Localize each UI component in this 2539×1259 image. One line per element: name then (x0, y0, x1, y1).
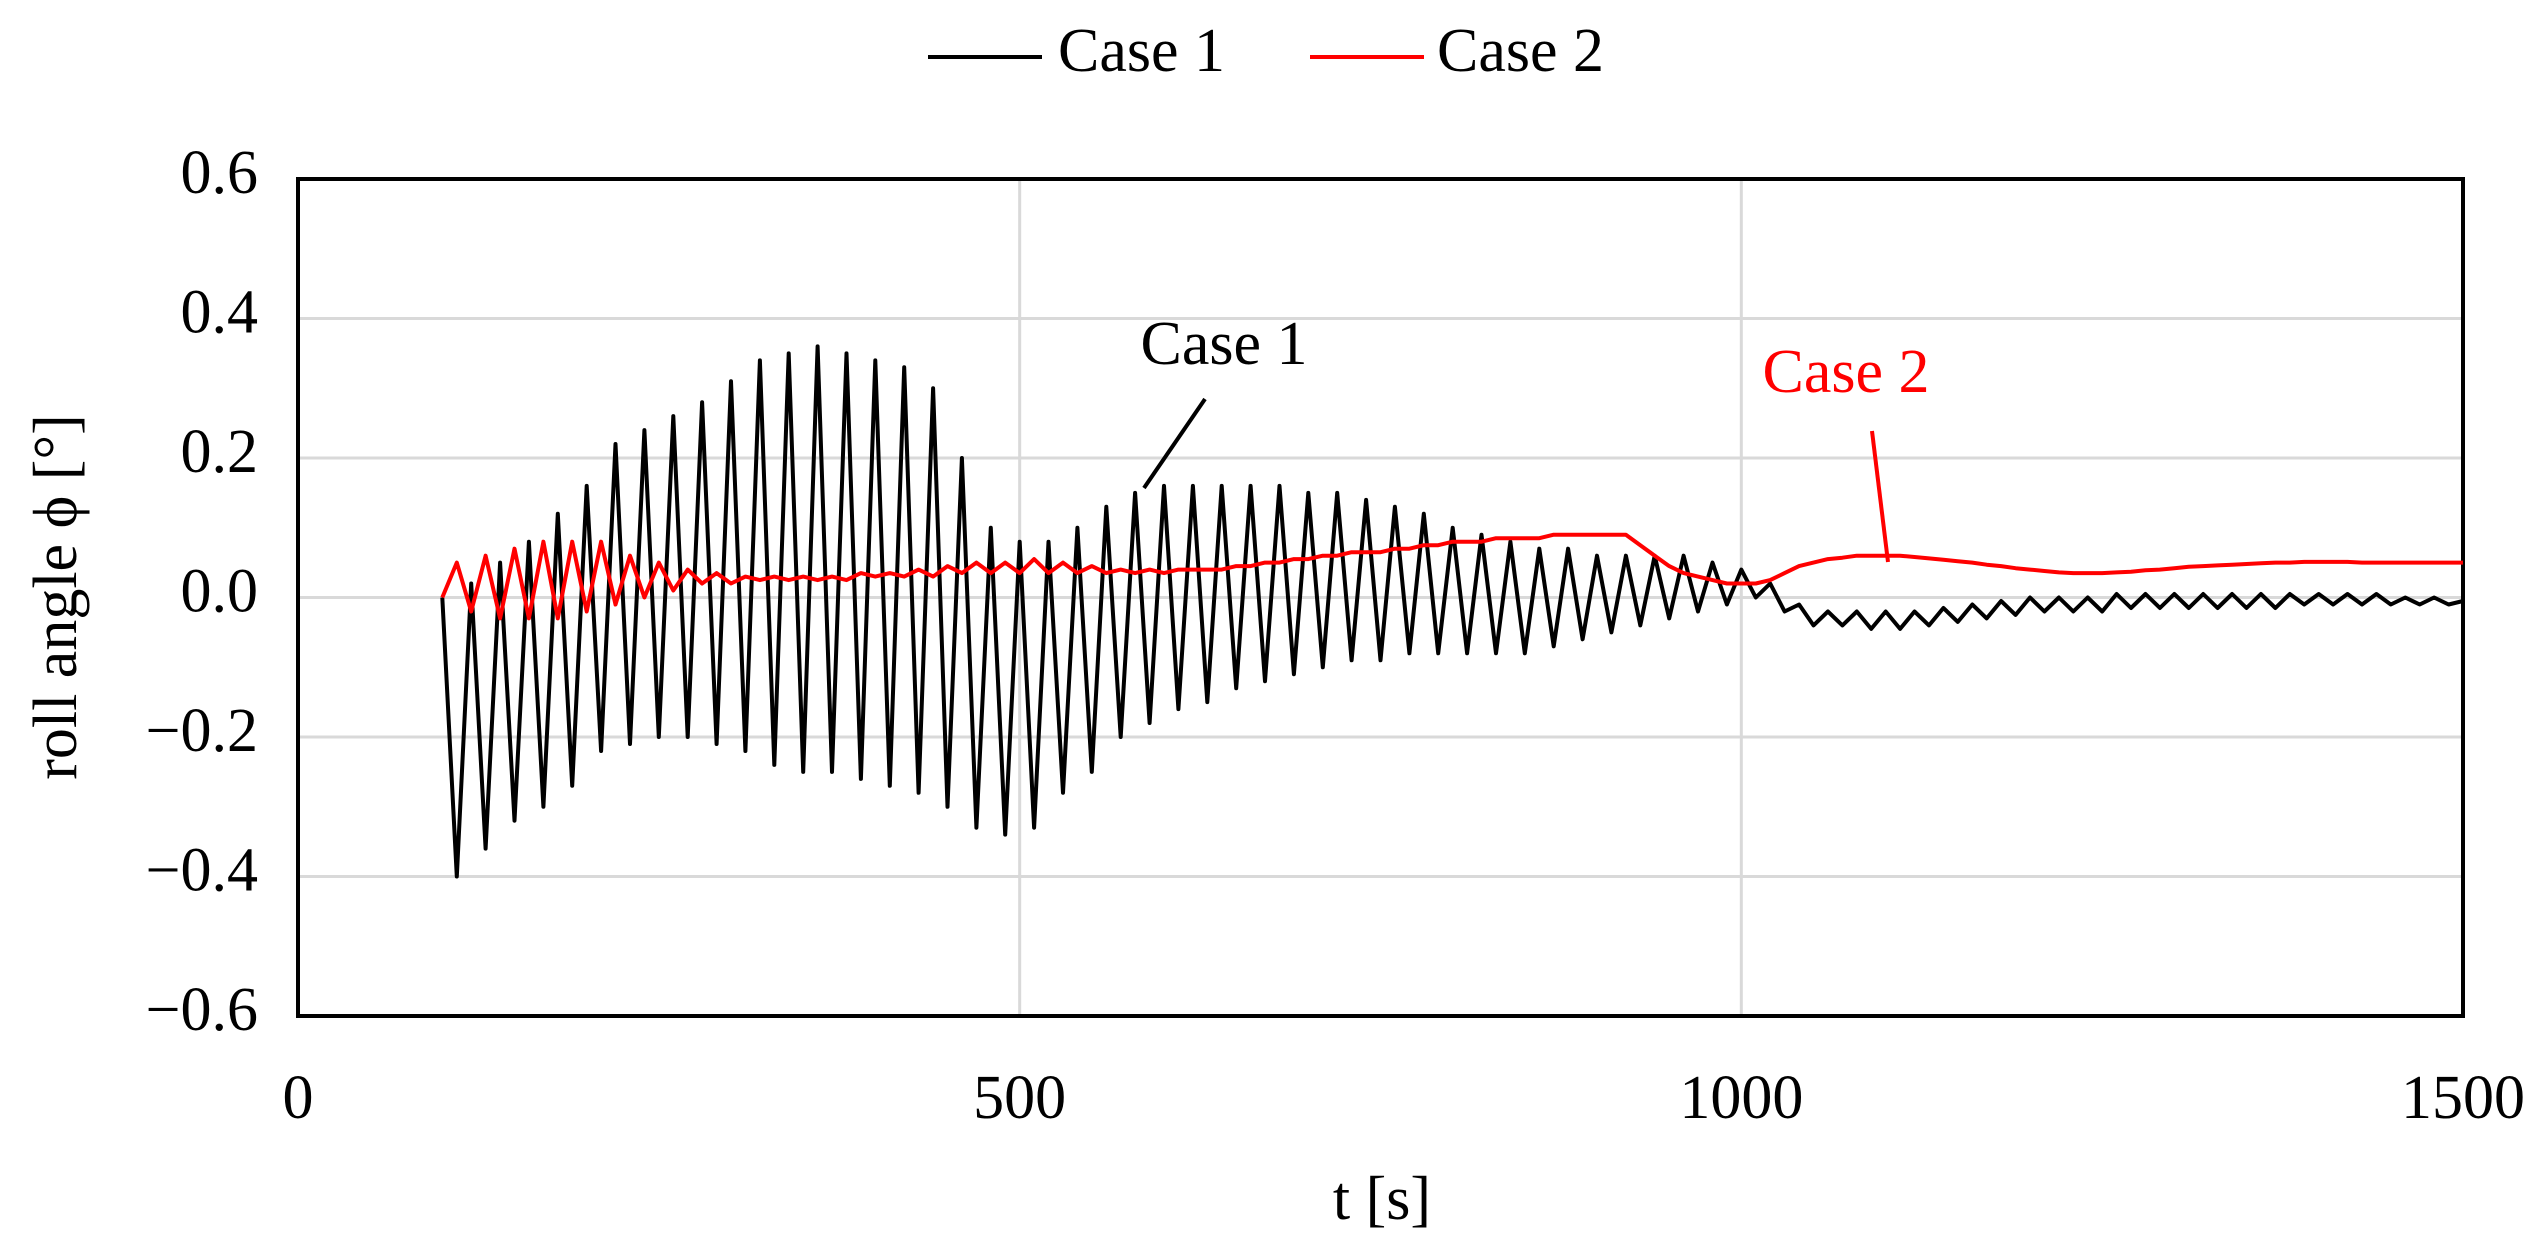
annotation-leader (1142, 397, 1207, 490)
y-tick-label: −0.2 (146, 697, 258, 765)
y-tick-label: −0.6 (146, 976, 258, 1044)
y-tick-label: 0.2 (181, 418, 259, 486)
legend-label: Case 2 (1437, 17, 1604, 85)
y-tick-label: 0.4 (181, 279, 259, 347)
annotation: Case 2 (1762, 338, 1929, 406)
data-line (440, 344, 2464, 879)
x-axis-label: t [s] (1333, 1165, 1431, 1233)
y-tick-label: 0.0 (181, 558, 259, 626)
y-tick-label: 0.6 (181, 139, 259, 207)
plot-border (296, 177, 2465, 1018)
annotation-leader (1870, 430, 1890, 563)
annotation: Case 1 (1140, 310, 1307, 378)
x-tick-label: 0 (283, 1064, 314, 1132)
y-axis-label: roll angle ϕ [°] (22, 414, 90, 780)
y-tick-label: −0.4 (146, 837, 258, 905)
x-tick-label: 500 (973, 1064, 1066, 1132)
x-tick-label: 1500 (2401, 1064, 2525, 1132)
legend-label: Case 1 (1058, 17, 1225, 85)
data-line (440, 532, 2463, 621)
x-tick-label: 1000 (1679, 1064, 1803, 1132)
